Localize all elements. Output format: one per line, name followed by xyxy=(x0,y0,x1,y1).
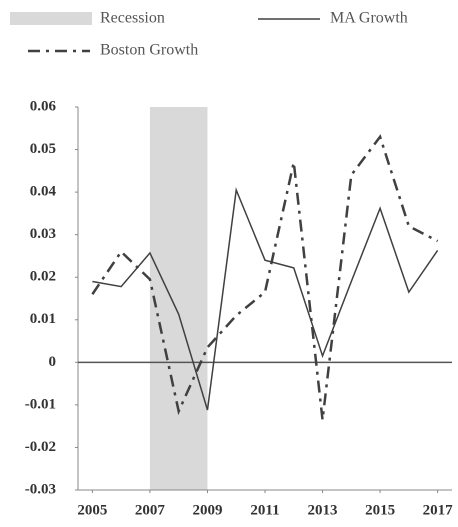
x-tick-label: 2005 xyxy=(77,502,107,518)
recession-band xyxy=(149,107,208,490)
legend-label: Boston Growth xyxy=(100,42,198,59)
y-tick-label: -0.01 xyxy=(25,396,56,412)
y-tick-label: -0.03 xyxy=(25,481,56,497)
y-tick-label: 0.05 xyxy=(30,141,56,157)
x-tick-label: 2013 xyxy=(308,502,338,518)
legend-label: Recession xyxy=(100,10,165,27)
series-line xyxy=(91,134,439,420)
x-tick-label: 2017 xyxy=(423,502,454,518)
legend-swatch xyxy=(10,12,92,25)
y-tick-label: 0.02 xyxy=(30,269,56,285)
series-line xyxy=(92,187,439,411)
y-tick-label: -0.02 xyxy=(25,439,56,455)
y-tick-label: 0.06 xyxy=(30,98,57,114)
legend-label: MA Growth xyxy=(330,10,408,27)
x-tick-label: 2007 xyxy=(135,502,166,518)
x-tick-label: 2015 xyxy=(365,502,395,518)
y-tick-label: 0.01 xyxy=(30,311,56,327)
y-tick-label: 0.03 xyxy=(30,226,56,242)
y-tick-label: 0.04 xyxy=(30,184,57,200)
x-tick-label: 2011 xyxy=(250,502,279,518)
y-tick-label: 0 xyxy=(49,354,57,370)
x-tick-label: 2009 xyxy=(192,502,222,518)
